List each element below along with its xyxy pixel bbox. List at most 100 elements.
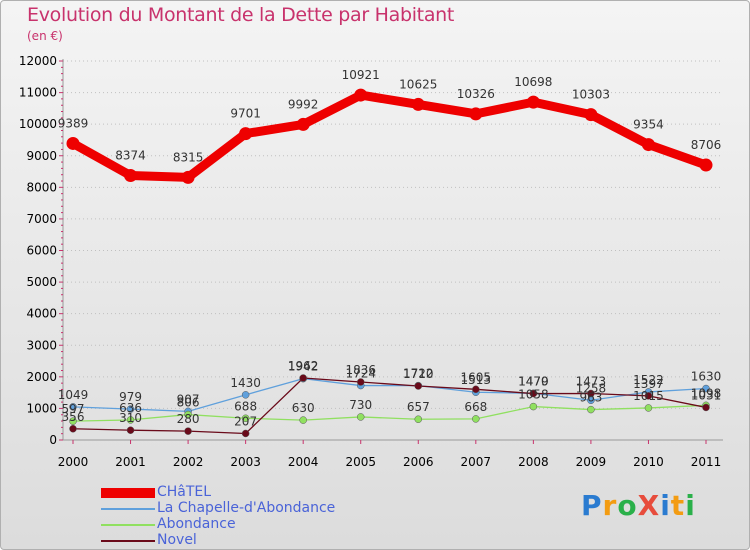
x-tick-label: 2011 [691,455,722,469]
data-point [702,403,710,412]
data-point [411,97,425,111]
data-label: 356 [62,410,85,424]
x-tick-label: 2000 [58,455,89,469]
x-tick-label: 2008 [518,455,549,469]
chart-subtitle: (en €) [27,29,63,43]
legend: CHâTEL La Chapelle-d'Abondance Abondance… [101,484,401,549]
legend-label-la-chapelle: La Chapelle-d'Abondance [157,500,336,516]
x-tick-label: 2009 [576,455,607,469]
logo-letter: r [602,489,618,522]
legend-item-chatel: CHâTEL [101,484,401,501]
data-label: 597 [62,402,85,416]
data-point [414,415,423,423]
data-point [184,410,192,419]
data-point [587,389,595,398]
data-point [526,95,540,109]
legend-swatch-chatel [101,488,155,498]
data-point [296,117,310,131]
series-line-La Chapelle-d'Abondance [72,378,707,413]
data-point [126,405,135,413]
data-point [641,138,655,152]
data-label: 1479 [518,374,549,388]
data-label: 907 [177,392,200,406]
legend-swatch-novel [101,540,155,542]
data-point [356,413,365,421]
data-label: 10698 [514,75,552,89]
data-point [69,417,77,425]
legend-item-novel: Novel [101,532,401,549]
series-line-Abondance [72,404,707,422]
data-label: 730 [349,398,372,412]
chart-title: Evolution du Montant de la Dette par Hab… [27,4,455,26]
data-label: 1513 [461,373,492,387]
data-point [356,378,365,386]
logo-letter: o [617,489,638,522]
data-point [239,127,253,141]
data-point [584,108,598,122]
data-point [184,427,192,435]
data-label: 806 [177,396,200,410]
x-tick-label: 2002 [173,455,204,469]
x-tick-label: 2001 [115,455,146,469]
data-label: 963 [579,391,602,405]
y-tick-label: 2000 [26,370,57,384]
data-label: 979 [119,390,142,404]
data-label: 1710 [403,367,434,381]
series-line-CHâTEL [68,90,711,182]
data-label: 668 [464,400,487,414]
data-label: 1397 [633,377,664,391]
data-label: 1258 [576,381,607,395]
data-point [699,158,713,172]
series-line-Novel [72,377,707,435]
data-label: 207 [234,414,257,428]
data-point [299,374,307,382]
legend-label-chatel: CHâTEL [157,484,212,500]
data-point [587,405,595,414]
y-tick-label: 8000 [26,180,57,194]
data-label: 9992 [288,97,319,111]
data-point [299,416,307,424]
data-point [702,384,710,393]
y-tick-label: 6000 [26,244,57,258]
data-point [354,88,368,102]
logo-letter: X [637,489,661,522]
data-label: 1942 [288,360,319,374]
data-point [124,169,138,183]
data-point [469,107,483,121]
data-point [126,416,135,424]
logo-letter: t [670,489,686,522]
data-label: 10303 [572,88,610,102]
x-tick-label: 2003 [230,455,261,469]
data-label: 1049 [58,388,89,402]
data-label: 10326 [457,87,495,101]
data-point [241,414,250,423]
data-label: 688 [234,399,257,413]
legend-item-la-chapelle: La Chapelle-d'Abondance [101,500,401,517]
logo-letter: i [685,489,696,522]
data-label: 8706 [691,138,722,152]
data-label: 630 [292,401,315,415]
data-point [472,415,480,423]
data-label: 1470 [518,375,549,389]
x-tick-label: 2005 [345,455,376,469]
data-label: 1724 [345,367,376,381]
legend-item-abondance: Abondance [101,516,401,533]
legend-label-abondance: Abondance [157,516,236,532]
data-point [529,389,538,398]
data-label: 9389 [58,116,89,130]
y-tick-label: 11000 [19,86,57,100]
legend-label-novel: Novel [157,532,197,548]
y-tick-label: 3000 [26,338,57,352]
data-point [644,392,653,400]
logo-letter: P [581,489,603,522]
data-label: 636 [119,401,142,415]
y-tick-label: 10000 [19,117,57,131]
y-tick-label: 1000 [26,401,57,415]
data-point [644,404,653,412]
data-label: 1031 [691,388,722,402]
x-tick-label: 2007 [461,455,492,469]
data-label: 8374 [115,149,146,163]
data-point [414,382,423,390]
